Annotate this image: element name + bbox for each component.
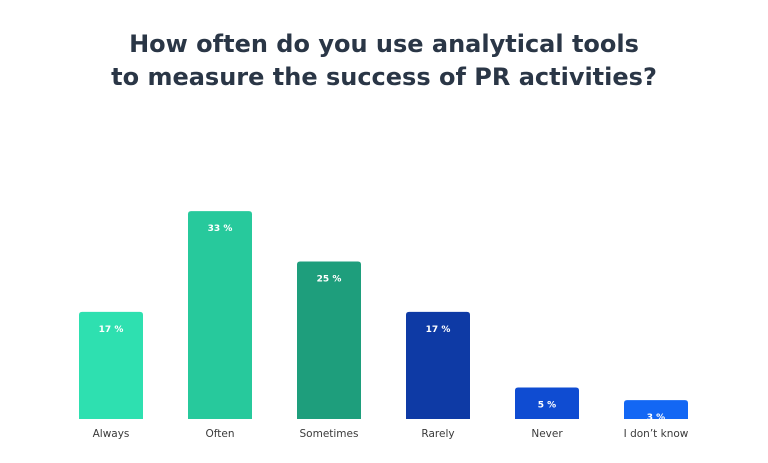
bar-value-label: 25 %	[317, 275, 342, 285]
category-label: Rarely	[421, 428, 454, 440]
bar-value-label: 33 %	[208, 224, 233, 234]
bar-value-label: 5 %	[538, 401, 556, 411]
category-label: Always	[93, 428, 130, 440]
category-label: Sometimes	[300, 428, 359, 440]
chart-title-line-1: How often do you use analytical tools	[129, 30, 639, 58]
bar	[297, 261, 361, 419]
bar-group: 5 % Never	[515, 387, 579, 440]
bar-group: 17 % Rarely	[406, 311, 470, 440]
bar	[515, 387, 579, 419]
bar-value-label: 3 %	[647, 413, 665, 423]
chart-title: How often do you use analytical tools to…	[0, 28, 768, 94]
bar	[624, 400, 688, 419]
bar	[79, 311, 143, 419]
category-label: Never	[531, 428, 563, 440]
bar-group: 33 % Often	[188, 211, 252, 440]
category-label: Often	[205, 428, 234, 440]
chart-title-line-2: to measure the success of PR activities?	[111, 63, 657, 91]
bar-group: 3 % I don’t know	[624, 400, 689, 440]
bar-value-label: 17 %	[99, 325, 124, 335]
bar-group: 25 % Sometimes	[297, 261, 361, 440]
bar-group: 17 % Always	[79, 311, 143, 440]
bar	[406, 311, 470, 419]
bar-value-label: 17 %	[426, 325, 451, 335]
category-label: I don’t know	[624, 428, 689, 440]
bar	[188, 211, 252, 419]
